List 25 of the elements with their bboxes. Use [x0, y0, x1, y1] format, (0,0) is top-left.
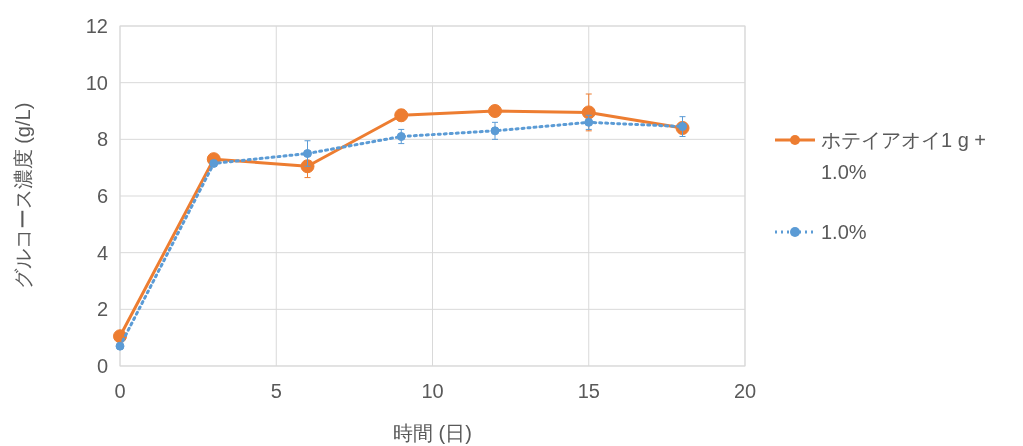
y-tick-label: 4	[96, 241, 108, 264]
legend-label: 1.0%	[821, 221, 867, 243]
point	[396, 132, 406, 141]
x-tick-label: 10	[421, 380, 444, 402]
x-axis-title: 時間 (日)	[393, 422, 472, 444]
point	[300, 159, 315, 174]
x-tick-label: 15	[577, 380, 600, 402]
y-tick-label: 8	[96, 128, 108, 151]
point	[394, 108, 409, 123]
point	[488, 104, 502, 118]
y-tick-label: 12	[85, 15, 108, 37]
point	[115, 341, 125, 351]
x-tick-label: 20	[733, 380, 757, 402]
point	[490, 126, 500, 136]
point	[584, 117, 594, 127]
y-axis-title: グルコース濃度 (g/L)	[12, 102, 34, 290]
x-tick-label: 0	[114, 380, 126, 402]
legend-label: ホテイアオイ1 g + 1.0%	[821, 129, 987, 183]
x-tick-label: 5	[270, 380, 282, 402]
y-tick-label: 6	[96, 185, 108, 207]
y-tick-label: 0	[96, 355, 108, 377]
point	[581, 105, 596, 120]
y-tick-label: 10	[85, 71, 108, 94]
y-tick-label: 2	[96, 298, 108, 321]
point	[303, 149, 312, 158]
